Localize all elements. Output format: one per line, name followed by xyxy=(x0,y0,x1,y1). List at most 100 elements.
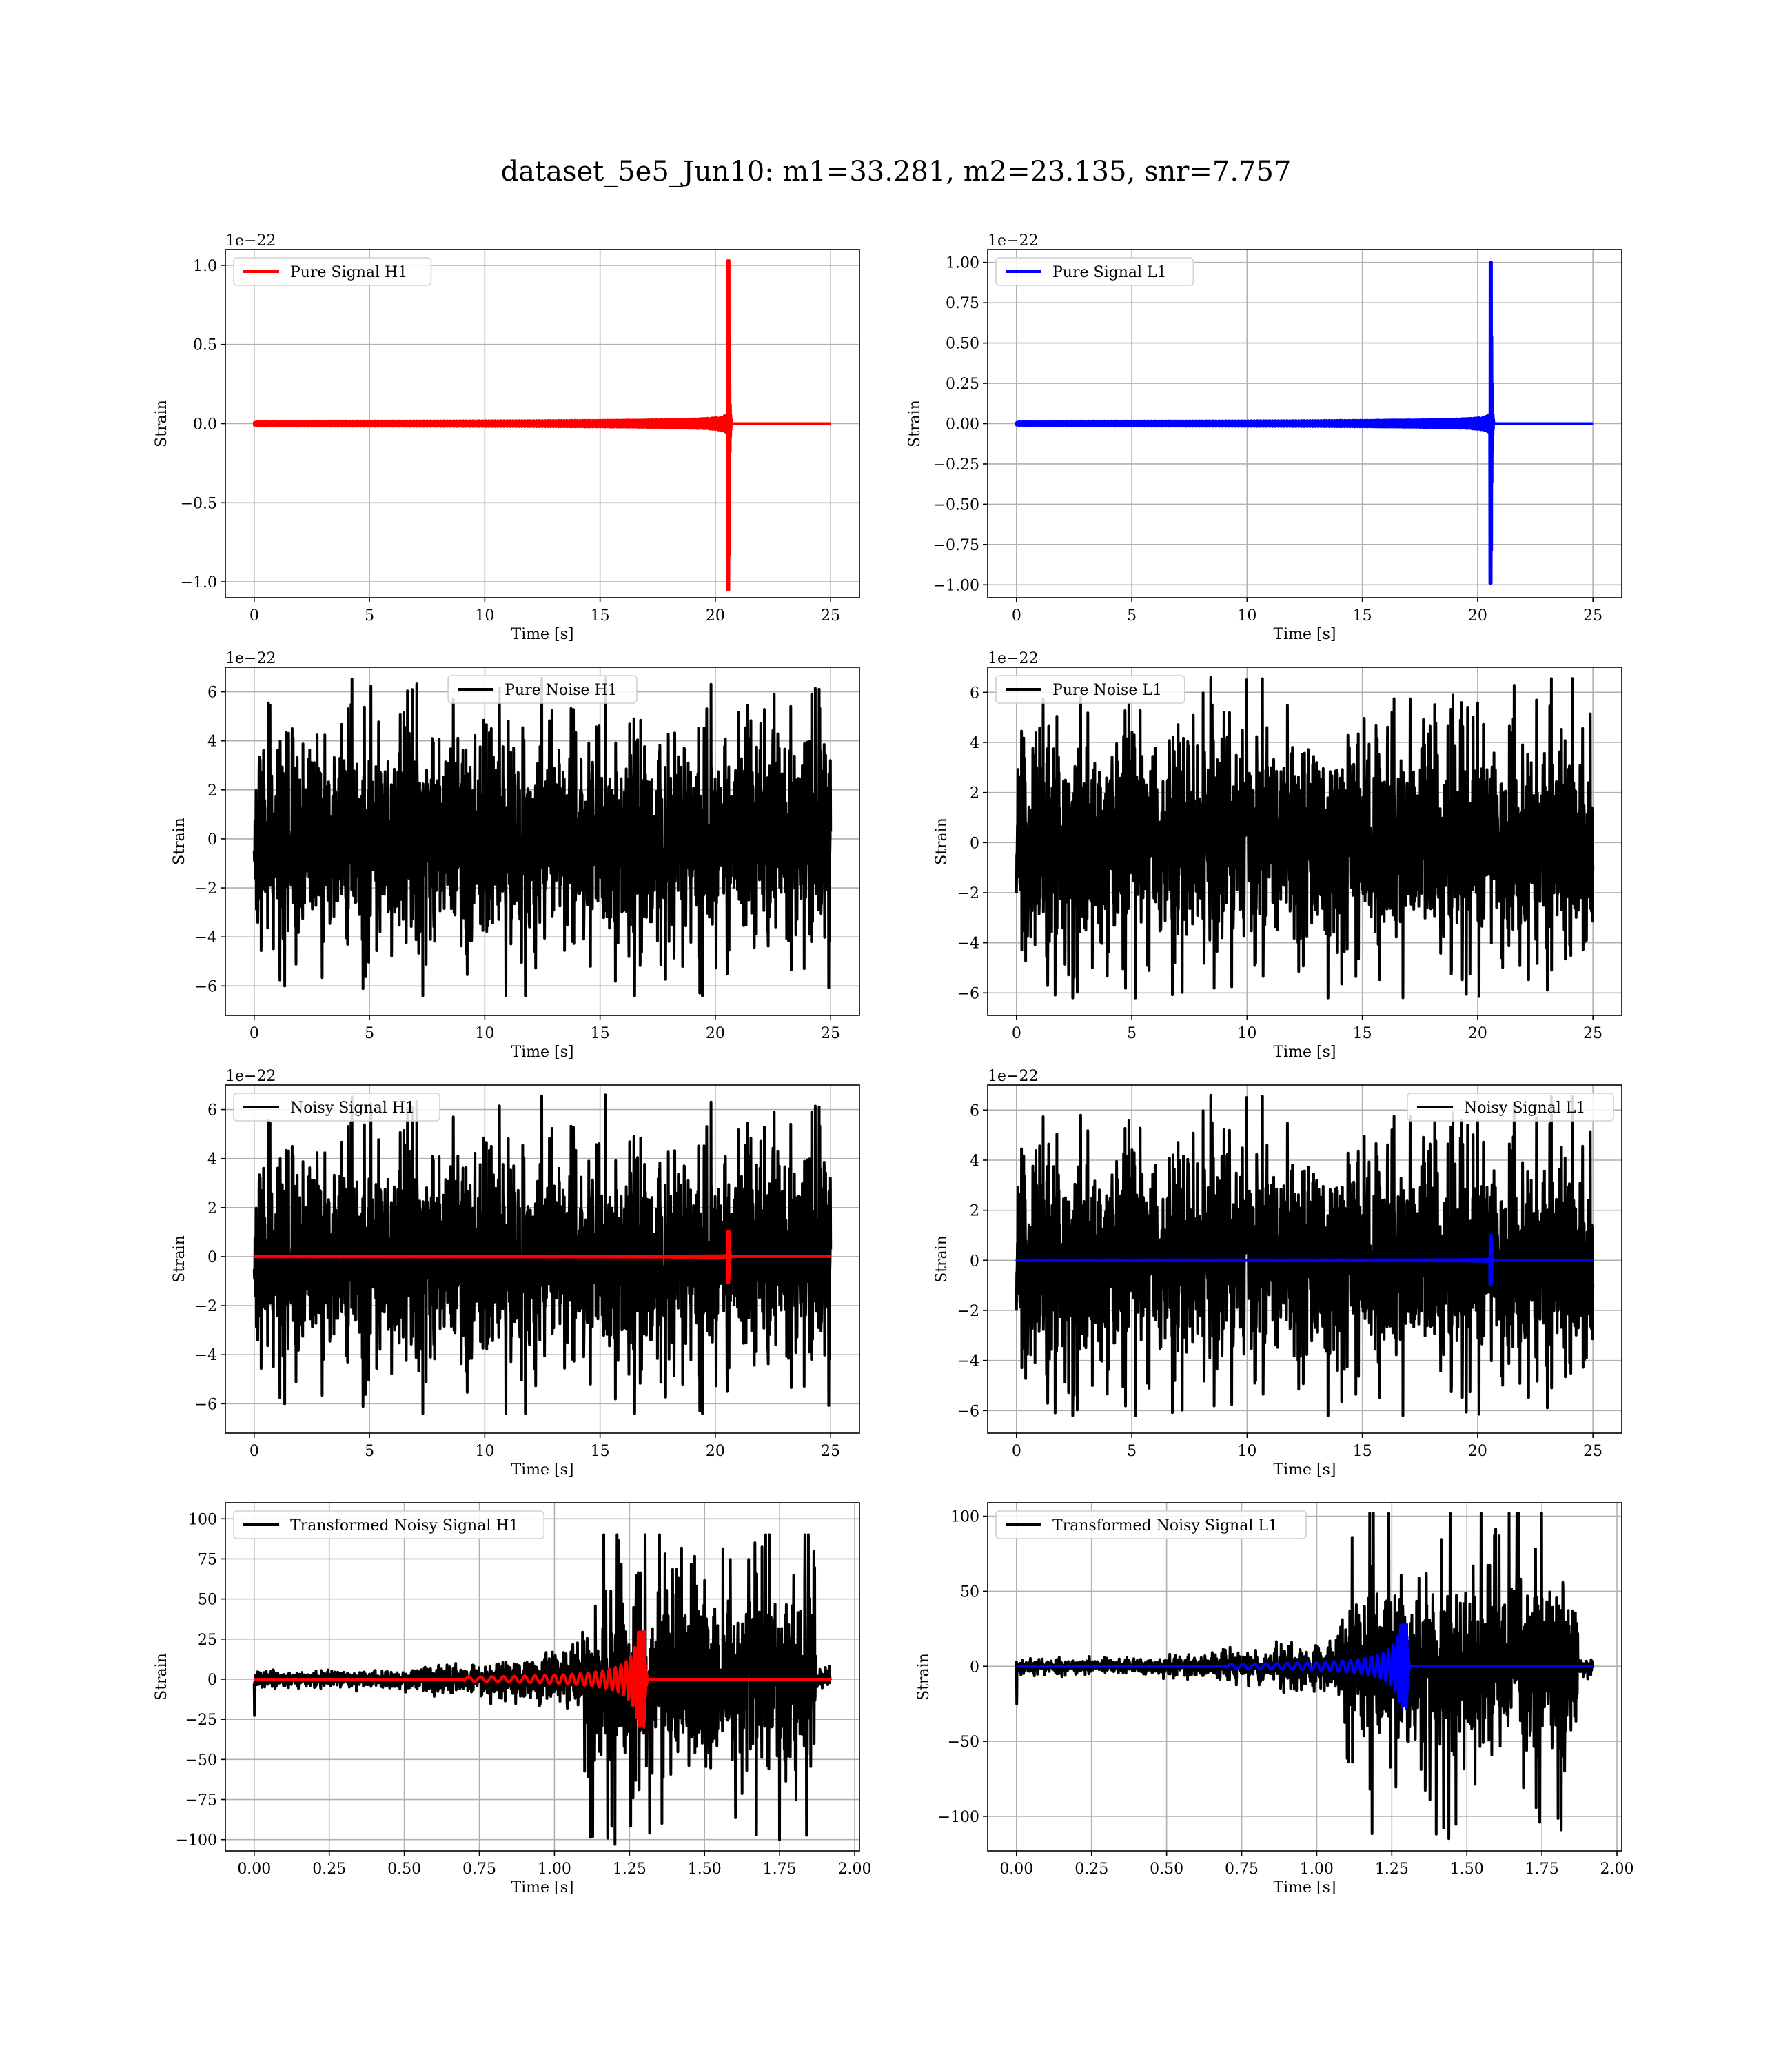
x-tick-label: 1.50 xyxy=(1450,1861,1484,1878)
legend-box xyxy=(233,1510,545,1539)
x-tick-label: 0.00 xyxy=(237,1861,271,1878)
legend-label: Pure Signal H1 xyxy=(290,264,407,281)
pure-signal-l1-chart: 0 5 10 15 20 25 −1.00 −0.75 −0.50 −0.25 0.00 0.25 0.… xyxy=(906,232,1622,643)
x-tick-label: 2.00 xyxy=(1600,1861,1634,1878)
x-axis-label: Time [s] xyxy=(511,1461,573,1479)
x-tick-label: 2.00 xyxy=(838,1861,872,1878)
series-line-primary xyxy=(1015,1512,1595,1841)
x-tick-label: 15 xyxy=(1353,607,1372,625)
legend-box xyxy=(995,675,1185,704)
y-axis-label: Strain xyxy=(906,400,924,447)
series-line-primary xyxy=(252,676,833,997)
x-tick-label: 1.75 xyxy=(1525,1861,1559,1878)
legend-box xyxy=(447,675,638,704)
x-tick-label: 5 xyxy=(365,607,374,625)
x-tick-label: 20 xyxy=(1468,1025,1487,1042)
pure-noise-h1-chart: 0 5 10 15 20 25 −6 −4 −2 0 2 4 6 Time [s] Strain 1e−22 P… xyxy=(171,650,860,1061)
x-tick-label: 10 xyxy=(475,1443,494,1460)
y-tick-label: −50 xyxy=(948,1734,979,1751)
y-tick-label: 6 xyxy=(207,1102,217,1119)
x-axis-label: Time [s] xyxy=(1273,1044,1336,1061)
y-axis-label: Strain xyxy=(153,400,170,447)
offset-text: 1e−22 xyxy=(225,650,276,667)
legend-label: Transformed Noisy Signal H1 xyxy=(290,1517,519,1534)
x-tick-label: 0 xyxy=(250,1025,259,1042)
x-axis-label: Time [s] xyxy=(511,1044,573,1061)
x-axis-label: Time [s] xyxy=(1273,1879,1336,1896)
x-tick-label: 1.75 xyxy=(763,1861,797,1878)
legend-box xyxy=(233,257,432,286)
x-tick-label: 0.25 xyxy=(312,1861,346,1878)
axes-frame xyxy=(987,1502,1622,1852)
y-tick-label: 100 xyxy=(950,1509,979,1526)
x-tick-label: 5 xyxy=(1127,1025,1137,1042)
legend-box xyxy=(995,257,1194,286)
x-tick-label: 25 xyxy=(821,1443,840,1460)
y-tick-label: −4 xyxy=(195,929,217,946)
y-axis-label: Strain xyxy=(153,1653,170,1701)
offset-text: 1e−22 xyxy=(225,1068,276,1085)
y-tick-label: 0 xyxy=(970,835,979,852)
y-tick-label: −4 xyxy=(195,1347,217,1364)
axes-frame xyxy=(987,1084,1622,1434)
x-tick-label: 15 xyxy=(1353,1025,1372,1042)
y-tick-label: −2 xyxy=(957,1303,979,1320)
x-tick-label: 0.00 xyxy=(999,1861,1033,1878)
y-tick-label: −0.25 xyxy=(933,456,979,474)
x-tick-label: 0 xyxy=(250,1443,259,1460)
x-tick-label: 1.25 xyxy=(613,1861,646,1878)
y-tick-label: 0 xyxy=(970,1253,979,1270)
series-line-overlay xyxy=(1015,1234,1594,1287)
y-tick-label: −4 xyxy=(957,1353,979,1370)
offset-text: 1e−22 xyxy=(988,1068,1038,1085)
y-tick-label: −100 xyxy=(938,1809,979,1826)
legend-label: Transformed Noisy Signal L1 xyxy=(1052,1517,1278,1534)
noisy-signal-l1-chart: 0 5 10 15 20 25 −6 −4 −2 0 2 4 6 Time [s] Strain 1e−22 N… xyxy=(933,1068,1622,1479)
series-line-primary xyxy=(252,1093,833,1415)
y-axis-label: Strain xyxy=(933,818,950,865)
x-tick-label: 5 xyxy=(1127,607,1137,625)
x-tick-label: 0 xyxy=(1012,1443,1021,1460)
x-axis-label: Time [s] xyxy=(1273,1461,1336,1479)
legend-label: Noisy Signal H1 xyxy=(290,1099,415,1117)
x-tick-label: 25 xyxy=(1583,607,1602,625)
x-tick-label: 1.00 xyxy=(538,1861,571,1878)
y-tick-label: 0 xyxy=(207,1672,217,1689)
y-tick-label: 0.0 xyxy=(193,416,217,434)
y-tick-label: 0.75 xyxy=(946,295,979,312)
series-line-overlay xyxy=(253,1630,832,1729)
y-tick-label: −0.50 xyxy=(933,496,979,514)
x-tick-label: 10 xyxy=(1237,1443,1256,1460)
series-line-primary xyxy=(252,259,832,591)
x-tick-label: 25 xyxy=(1583,1443,1602,1460)
series-line-overlay xyxy=(252,1230,832,1284)
legend-label: Pure Noise L1 xyxy=(1052,682,1162,699)
axes-frame xyxy=(225,1084,860,1434)
noisy-signal-h1-chart: 0 5 10 15 20 25 −6 −4 −2 0 2 4 6 Time [s] Strain 1e−22 N… xyxy=(171,1068,860,1479)
x-tick-label: 20 xyxy=(706,1443,725,1460)
legend-box xyxy=(233,1093,440,1122)
legend-box xyxy=(1407,1093,1614,1122)
x-tick-label: 20 xyxy=(1468,607,1487,625)
y-tick-label: 100 xyxy=(188,1511,217,1528)
axes-frame xyxy=(225,1502,860,1852)
y-tick-label: 0 xyxy=(207,1249,217,1266)
x-tick-label: 15 xyxy=(1353,1443,1372,1460)
y-tick-label: 50 xyxy=(198,1592,217,1609)
y-tick-label: 2 xyxy=(970,785,979,802)
legend: Noisy Signal L1 xyxy=(1407,1093,1614,1122)
offset-text: 1e−22 xyxy=(225,232,276,250)
y-tick-label: 4 xyxy=(207,1151,217,1168)
x-axis-label: Time [s] xyxy=(511,1879,573,1896)
y-tick-label: −2 xyxy=(195,880,217,898)
x-tick-label: 0 xyxy=(1012,1025,1021,1042)
y-tick-label: 2 xyxy=(207,782,217,800)
pure-noise-l1-chart: 0 5 10 15 20 25 −6 −4 −2 0 2 4 6 Time [s] Strain 1e−22 P… xyxy=(933,650,1622,1061)
x-tick-label: 10 xyxy=(475,607,494,625)
y-tick-label: 75 xyxy=(198,1551,217,1568)
legend: Transformed Noisy Signal L1 xyxy=(995,1510,1307,1539)
x-tick-label: 25 xyxy=(821,1025,840,1042)
x-tick-label: 25 xyxy=(821,607,840,625)
legend: Pure Signal H1 xyxy=(233,257,432,286)
